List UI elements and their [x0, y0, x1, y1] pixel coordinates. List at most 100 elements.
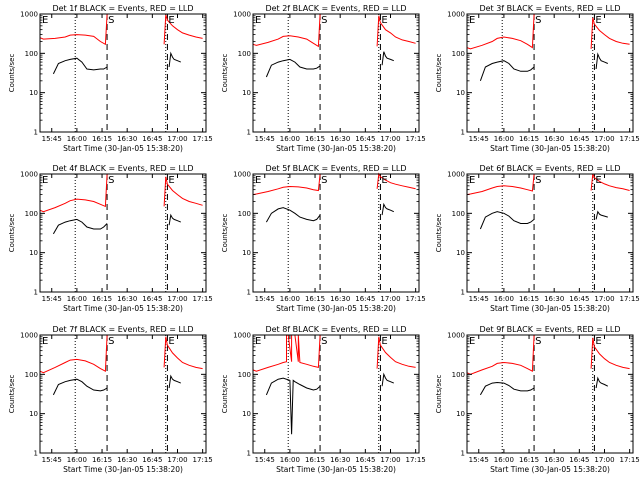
x-tick-label: 16:30: [544, 456, 564, 464]
x-axis-label: Start Time (30-Jan-05 15:38:20): [276, 465, 396, 474]
x-axis-label: Start Time (30-Jan-05 15:38:20): [63, 304, 183, 313]
y-axis-label: Counts/sec: [221, 375, 229, 414]
y-tick-label: 10: [29, 249, 38, 257]
x-axis-label: Start Time (30-Jan-05 15:38:20): [63, 465, 183, 474]
x-tick-label: 16:45: [569, 295, 589, 303]
plot-frame: [466, 173, 634, 293]
series-line-black: [381, 51, 394, 66]
x-tick-label: 15:45: [469, 295, 489, 303]
series-line-red: [376, 172, 416, 190]
series-line-black: [52, 57, 108, 75]
x-tick-label: 15:45: [255, 456, 275, 464]
marker-label: E: [42, 15, 48, 26]
x-axis-label: Start Time (30-Jan-05 15:38:20): [63, 144, 183, 153]
marker-label: S: [535, 336, 541, 347]
series-line-black: [168, 374, 181, 389]
y-tick-label: 1: [247, 450, 251, 458]
series-line-black: [595, 52, 608, 70]
panel-8: Det 8f BLACK = Events, RED = LLD Counts/s…: [221, 325, 426, 474]
series-line-red: [252, 334, 322, 372]
series-line-red: [466, 13, 536, 50]
series-line-black: [52, 378, 108, 396]
y-tick-label: 100: [238, 371, 251, 379]
marker-label: E: [168, 336, 174, 347]
marker-label: E: [469, 15, 475, 26]
y-tick-label: 1: [34, 450, 38, 458]
x-tick-label: 15:45: [42, 456, 62, 464]
x-tick-label: 17:00: [380, 295, 400, 303]
marker-label: E: [469, 336, 475, 347]
x-tick-label: 16:45: [355, 135, 375, 143]
series-line-red: [39, 13, 109, 46]
y-tick-label: 10: [456, 249, 465, 257]
x-axis-label: Start Time (30-Jan-05 15:38:20): [490, 304, 610, 313]
x-tick-label: 17:00: [167, 456, 187, 464]
panel-6: Det 6f BLACK = Events, RED = LLD Counts/s…: [435, 164, 640, 313]
y-tick-label: 1: [247, 289, 251, 297]
y-tick-label: 1: [247, 129, 251, 137]
marker-label: E: [469, 175, 475, 186]
panel-3: Det 3f BLACK = Events, RED = LLD Counts/s…: [435, 4, 640, 153]
marker-label: E: [595, 336, 601, 347]
marker-label: S: [535, 15, 541, 26]
x-tick-label: 16:30: [544, 295, 564, 303]
series-line-red: [376, 336, 416, 369]
x-axis-label: Start Time (30-Jan-05 15:38:20): [276, 304, 396, 313]
x-tick-label: 16:00: [280, 295, 300, 303]
series-line-red: [252, 13, 322, 48]
series-line-black: [265, 58, 321, 78]
y-tick-label: 1000: [233, 11, 251, 19]
plot-frame: [252, 173, 420, 293]
x-tick-label: 15:45: [42, 295, 62, 303]
panel-5: Det 5f BLACK = Events, RED = LLD Counts/s…: [221, 164, 426, 313]
y-tick-label: 1000: [447, 171, 465, 179]
y-tick-label: 1: [34, 289, 38, 297]
x-tick-label: 16:15: [305, 135, 325, 143]
x-tick-label: 16:15: [519, 295, 539, 303]
x-tick-label: 16:15: [305, 295, 325, 303]
y-tick-label: 100: [25, 210, 38, 218]
panel-9: Det 9f BLACK = Events, RED = LLD Counts/s…: [435, 325, 640, 474]
series-line-red: [590, 173, 630, 191]
plot-frame: [466, 13, 634, 133]
y-tick-label: 1000: [20, 332, 38, 340]
y-axis-label: Counts/sec: [221, 54, 229, 93]
x-axis-label: Start Time (30-Jan-05 15:38:20): [276, 144, 396, 153]
series-line-red: [163, 336, 203, 370]
series-line-red: [163, 176, 203, 207]
series-line-black: [479, 211, 535, 230]
x-tick-label: 16:00: [280, 456, 300, 464]
panel-title: Det 7f BLACK = Events, RED = LLD: [52, 325, 193, 334]
marker-label: S: [108, 175, 114, 186]
x-tick-label: 17:00: [167, 295, 187, 303]
x-tick-label: 16:15: [92, 456, 112, 464]
marker-label: E: [381, 175, 387, 186]
x-tick-label: 16:45: [142, 295, 162, 303]
y-tick-label: 1: [461, 289, 465, 297]
marker-label: E: [168, 15, 174, 26]
y-tick-label: 100: [452, 210, 465, 218]
y-tick-label: 10: [456, 89, 465, 97]
y-axis-label: Counts/sec: [221, 214, 229, 253]
plot-frame: [466, 334, 634, 454]
x-tick-label: 16:30: [117, 456, 137, 464]
marker-label: E: [168, 175, 174, 186]
y-axis-label: Counts/sec: [8, 375, 16, 414]
y-tick-label: 100: [452, 50, 465, 58]
marker-label: S: [108, 336, 114, 347]
x-tick-label: 16:45: [142, 456, 162, 464]
marker-label: E: [381, 15, 387, 26]
marker-label: S: [321, 175, 327, 186]
series-line-black: [479, 60, 535, 81]
x-tick-label: 16:00: [67, 456, 87, 464]
series-line-black: [265, 377, 321, 435]
x-tick-label: 17:15: [406, 295, 426, 303]
x-tick-label: 17:00: [594, 456, 614, 464]
x-axis-label: Start Time (30-Jan-05 15:38:20): [490, 465, 610, 474]
y-tick-label: 10: [242, 89, 251, 97]
y-axis-label: Counts/sec: [8, 214, 16, 253]
panel-title: Det 1f BLACK = Events, RED = LLD: [52, 4, 193, 13]
x-tick-label: 17:15: [620, 295, 640, 303]
x-tick-label: 16:30: [544, 135, 564, 143]
x-tick-label: 16:45: [569, 456, 589, 464]
